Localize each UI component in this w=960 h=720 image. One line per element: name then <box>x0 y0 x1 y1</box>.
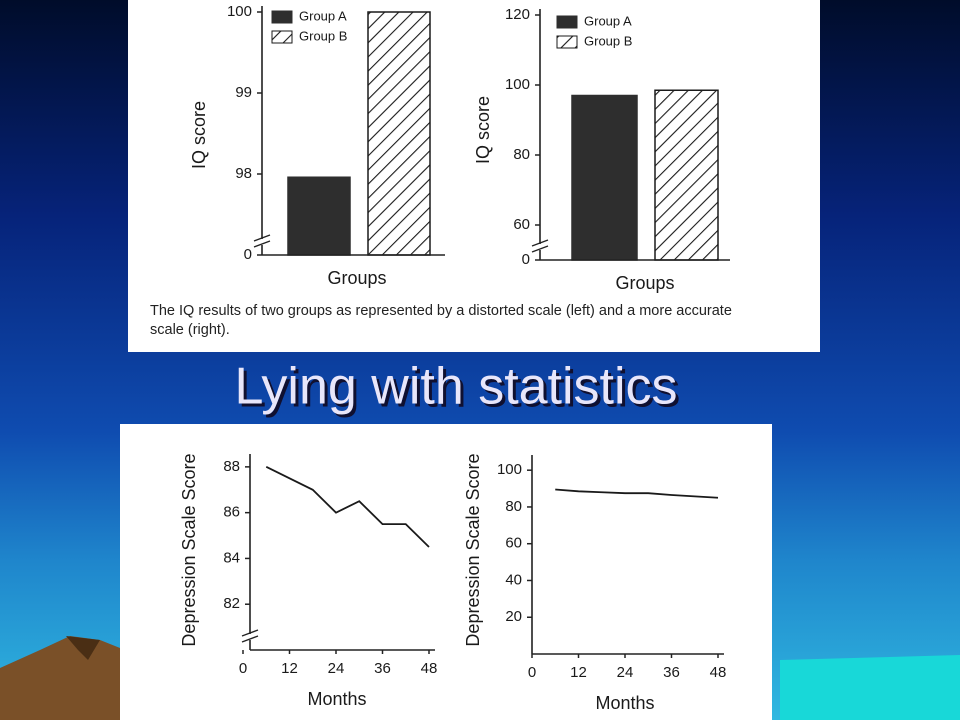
caption: The IQ results of two groups as represen… <box>150 303 732 338</box>
legend-swatch <box>556 35 578 49</box>
axis-break <box>253 234 271 242</box>
axis-break-gap <box>537 244 543 250</box>
y-tick-label: 100 <box>505 76 530 93</box>
y-tick-label: 99 <box>235 84 252 101</box>
x-tick-label: 12 <box>281 660 298 677</box>
axis-break <box>241 629 259 637</box>
axis-break-gap <box>259 239 265 245</box>
legend-label: Group A <box>584 13 632 28</box>
legend-swatch <box>271 10 293 24</box>
bar <box>367 11 431 256</box>
x-axis-label: Groups <box>327 268 386 288</box>
mountain-shade <box>66 636 100 660</box>
y-axis-label: IQ score <box>473 96 493 164</box>
line <box>265 466 430 548</box>
sea <box>780 655 960 720</box>
x-tick-label: 0 <box>239 660 247 677</box>
y-tick-label: 20 <box>505 608 522 625</box>
y-tick-label: 88 <box>223 458 240 475</box>
y-tick-label: 100 <box>497 461 522 478</box>
y-tick-label: 98 <box>235 165 252 182</box>
y-tick-label: 0 <box>244 246 252 263</box>
x-tick-label: 48 <box>710 664 727 681</box>
bar <box>571 94 638 261</box>
mountain <box>0 636 120 720</box>
legend-label: Group B <box>299 28 347 43</box>
x-tick-label: 48 <box>421 660 438 677</box>
x-tick-label: 36 <box>374 660 391 677</box>
x-axis-label: Months <box>595 693 654 713</box>
legend-label: Group A <box>299 8 347 23</box>
axis-break <box>531 239 549 247</box>
y-tick-label: 86 <box>223 504 240 521</box>
x-tick-label: 24 <box>617 664 634 681</box>
y-axis-label: IQ score <box>189 101 209 169</box>
slide-title: Lying with statistics <box>234 358 677 416</box>
bar <box>654 89 719 261</box>
y-tick-label: 84 <box>223 549 240 566</box>
y-tick-label: 82 <box>223 595 240 612</box>
y-axis-label: Depression Scale Score <box>179 453 199 646</box>
axis-break <box>253 240 271 248</box>
x-tick-label: 24 <box>328 660 345 677</box>
caption-box: The IQ results of two groups as represen… <box>150 303 732 338</box>
bottom-panel <box>120 424 772 720</box>
y-tick-label: 80 <box>513 146 530 163</box>
y-tick-label: 60 <box>505 535 522 552</box>
line <box>555 488 719 499</box>
y-tick-label: 60 <box>513 216 530 233</box>
y-tick-label: 80 <box>505 498 522 515</box>
x-axis-label: Months <box>307 689 366 709</box>
x-axis-label: Groups <box>615 273 674 293</box>
legend-swatch <box>271 30 293 44</box>
legend-swatch <box>556 15 578 29</box>
y-tick-label: 40 <box>505 571 522 588</box>
axis-break <box>531 245 549 253</box>
x-tick-label: 36 <box>663 664 680 681</box>
legend-label: Group B <box>584 33 632 48</box>
x-tick-label: 0 <box>528 664 536 681</box>
x-tick-label: 12 <box>570 664 587 681</box>
y-axis-label: Depression Scale Score <box>463 453 483 646</box>
y-tick-label: 100 <box>227 3 252 20</box>
axis-break <box>241 635 259 643</box>
axis-break-gap <box>247 634 253 640</box>
y-tick-label: 120 <box>505 6 530 23</box>
y-tick-label: 0 <box>522 251 530 268</box>
bar <box>287 176 351 256</box>
